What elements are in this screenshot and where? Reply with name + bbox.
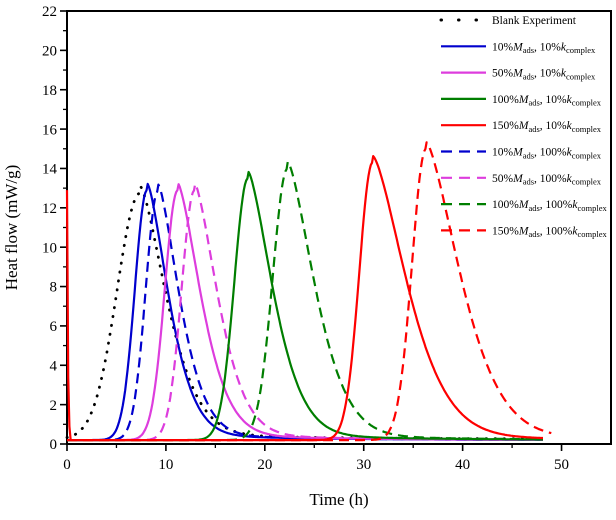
legend-label-part: M (512, 41, 524, 53)
legend-label-part: ads (528, 124, 539, 134)
y-tick-label: 22 (42, 4, 57, 20)
curves-layer (65, 141, 552, 442)
x-tick-label: 0 (63, 457, 71, 473)
legend-label-part: M (512, 68, 524, 80)
legend-label-part: 100% (492, 199, 519, 211)
legend-label-part: , 100% (534, 173, 567, 185)
y-tick-label: 12 (42, 201, 57, 217)
legend-label-part: complex (572, 98, 602, 108)
y-tick-label: 10 (42, 240, 57, 256)
y-tick-label: 20 (42, 44, 57, 60)
legend-label-part: , 10% (534, 41, 561, 53)
legend-label: 100%Mads, 100%kcomplex (492, 199, 608, 213)
legend-label-part: ads (528, 229, 539, 239)
legend-item-m100-k100: 100%Mads, 100%kcomplex (441, 199, 608, 213)
x-tick-label: 20 (257, 457, 272, 473)
legend-item-m10-k100: 10%Mads, 100%kcomplex (441, 147, 602, 161)
legend-label-part: k (572, 225, 578, 237)
y-tick-label: 4 (50, 358, 58, 374)
legend-label-part: M (518, 199, 530, 211)
y-tick-label: 0 (50, 437, 58, 453)
legend-label-part: complex (572, 177, 602, 187)
y-axis-title: Heat flow (mW/g) (2, 165, 21, 291)
legend-label-part: ads (523, 150, 534, 160)
legend-label-part: ads (523, 71, 534, 81)
curve-m150-k100 (67, 141, 552, 442)
legend-label-part: k (567, 173, 573, 185)
legend-label-part: M (512, 147, 524, 159)
x-tick-label: 40 (455, 457, 470, 473)
legend-label-part: 150% (492, 120, 519, 132)
legend-label-part: 50% (492, 173, 514, 185)
legend-label-part: , 10% (540, 94, 567, 106)
x-axis-title: Time (h) (309, 490, 368, 509)
legend-label-part: complex (572, 150, 602, 160)
legend-label-part: 10% (492, 41, 514, 53)
curve-blank (65, 185, 539, 441)
legend-label-part: ads (528, 203, 539, 213)
legend-label-part: ads (528, 98, 539, 108)
legend-label: 50%Mads, 100%kcomplex (492, 173, 602, 187)
curve-m100-k100 (67, 160, 543, 442)
legend-label-part: complex (566, 71, 596, 81)
legend-item-m100-k10: 100%Mads, 10%kcomplex (441, 94, 602, 108)
legend-label: 10%Mads, 100%kcomplex (492, 147, 602, 161)
legend-label-part: , 10% (540, 120, 567, 132)
legend-label: 10%Mads, 10%kcomplex (492, 41, 596, 55)
legend-label-part: , 100% (540, 225, 573, 237)
y-tick-label: 16 (42, 122, 58, 138)
y-tick-label: 18 (42, 83, 57, 99)
axes-layer: 0 10 20 30 40 50 0 2 4 6 8 10 12 14 16 18 20 22 (42, 4, 612, 473)
legend-label-part: 150% (492, 225, 519, 237)
legend-label-part: M (518, 94, 530, 106)
legend-label: 100%Mads, 10%kcomplex (492, 94, 602, 108)
legend-label-part: , 100% (540, 199, 573, 211)
legend-label-part: M (512, 173, 524, 185)
x-tick-label: 50 (554, 457, 569, 473)
legend-label-part: k (567, 147, 573, 159)
legend-label-part: k (572, 199, 578, 211)
legend-label-part: k (567, 94, 573, 106)
legend-label-part: k (561, 68, 567, 80)
y-tick-label: 6 (50, 319, 58, 335)
legend-label-part: Blank Experiment (492, 15, 577, 27)
y-tick-label: 14 (42, 162, 58, 178)
legend-label-part: complex (577, 203, 607, 213)
legend-label: Blank Experiment (492, 15, 577, 27)
legend-label: 50%Mads, 10%kcomplex (492, 68, 596, 82)
legend-item-m10-k10: 10%Mads, 10%kcomplex (441, 41, 596, 55)
legend-label-part: 100% (492, 94, 519, 106)
legend-label: 150%Mads, 100%kcomplex (492, 225, 608, 239)
x-tick-label: 10 (158, 457, 173, 473)
legend-label-part: k (561, 41, 567, 53)
legend-label-part: complex (572, 124, 602, 134)
curve-m100-k10 (67, 170, 543, 442)
legend-label-part: M (518, 225, 530, 237)
legend-label-part: k (567, 120, 573, 132)
legend-label-part: 10% (492, 147, 514, 159)
legend-label-part: M (518, 120, 530, 132)
x-tick-label: 30 (356, 457, 371, 473)
legend-item-m50-k10: 50%Mads, 10%kcomplex (441, 68, 596, 82)
legend-label: 150%Mads, 10%kcomplex (492, 120, 602, 134)
legend-item-m150-k10: 150%Mads, 10%kcomplex (441, 120, 602, 134)
legend-item-m50-k100: 50%Mads, 100%kcomplex (441, 173, 602, 187)
legend-item-m150-k100: 150%Mads, 100%kcomplex (441, 225, 608, 239)
legend-label-part: complex (577, 229, 607, 239)
legend-label-part: complex (566, 45, 596, 55)
legend-label-part: ads (523, 177, 534, 187)
y-tick-label: 8 (50, 280, 58, 296)
legend-label-part: 50% (492, 68, 514, 80)
legend-label-part: , 10% (534, 68, 561, 80)
legend-label-part: , 100% (534, 147, 567, 159)
curve-m150-k10 (65, 155, 543, 442)
legend-label-part: ads (523, 45, 534, 55)
y-tick-label: 2 (50, 398, 58, 414)
legend-item-blank: Blank Experiment (439, 15, 577, 27)
